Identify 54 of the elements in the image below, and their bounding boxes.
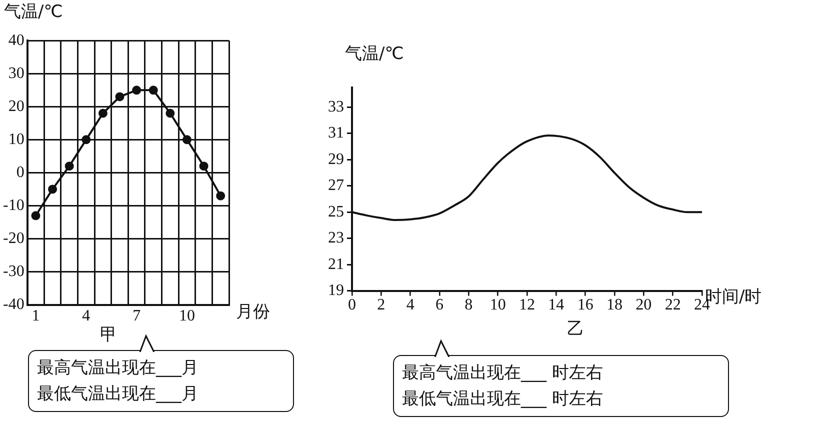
y-axis-title: 气温/℃ bbox=[345, 43, 404, 65]
x-tick-label: 22 bbox=[664, 296, 681, 314]
x-tick-label: 6 bbox=[436, 296, 444, 314]
y-tick-label: 29 bbox=[328, 150, 344, 168]
y-tick-label: 27 bbox=[328, 177, 344, 194]
y-tick-label: 23 bbox=[328, 230, 344, 247]
point bbox=[82, 135, 91, 144]
x-axis-title: 月份 bbox=[236, 301, 270, 323]
x-tick-label: 12 bbox=[519, 296, 535, 314]
x-tick-label: 16 bbox=[577, 296, 594, 314]
point bbox=[48, 184, 58, 194]
x-tick-label: 8 bbox=[464, 296, 473, 314]
y-tick-label: 30 bbox=[8, 64, 24, 82]
text: 最高气温出现在___月 bbox=[37, 357, 200, 380]
text: 乙 bbox=[567, 318, 584, 340]
y-tick-label: 33 bbox=[328, 98, 344, 116]
text: 最高气温出现在___ 时左右 bbox=[402, 362, 604, 385]
point bbox=[166, 108, 175, 118]
y-tick-label: 21 bbox=[328, 256, 344, 273]
point bbox=[115, 92, 124, 102]
point bbox=[98, 108, 108, 118]
y-tick-label: 19 bbox=[328, 282, 344, 300]
y-tick-label: 10 bbox=[8, 130, 24, 148]
text: 甲 bbox=[100, 324, 117, 346]
y-tick-label: -30 bbox=[3, 262, 24, 280]
point bbox=[64, 162, 74, 171]
y-tick-label: 31 bbox=[328, 124, 344, 142]
point bbox=[182, 135, 192, 144]
y-tick-label: -10 bbox=[3, 196, 24, 214]
x-tick-label: 10 bbox=[178, 308, 195, 325]
point bbox=[132, 86, 142, 95]
text: 最低气温出现在___月 bbox=[37, 383, 200, 406]
x-tick-label: 10 bbox=[490, 296, 506, 314]
y-tick-label: 0 bbox=[16, 164, 24, 181]
x-tick-label: 4 bbox=[82, 308, 90, 325]
text: 最低气温出现在___ 时左右 bbox=[402, 388, 604, 411]
y-tick-label: 25 bbox=[328, 203, 344, 220]
x-tick-label: 18 bbox=[606, 296, 622, 314]
point bbox=[199, 162, 208, 171]
y-tick-label: -20 bbox=[3, 230, 24, 247]
x-tick-label: 0 bbox=[348, 296, 356, 314]
y-axis-title: 气温/℃ bbox=[4, 1, 63, 23]
y-tick-label: 20 bbox=[8, 98, 24, 115]
x-tick-label: 4 bbox=[406, 296, 414, 314]
point bbox=[31, 211, 40, 220]
point bbox=[148, 86, 158, 95]
y-tick-label: 40 bbox=[8, 32, 24, 49]
point bbox=[216, 191, 226, 200]
x-tick-label: 14 bbox=[548, 296, 564, 314]
x-tick-label: 2 bbox=[377, 296, 386, 314]
x-tick-label: 7 bbox=[132, 308, 141, 325]
x-tick-label: 20 bbox=[636, 296, 652, 314]
x-tick-label: 1 bbox=[32, 308, 40, 325]
y-tick-label: -40 bbox=[3, 296, 24, 314]
